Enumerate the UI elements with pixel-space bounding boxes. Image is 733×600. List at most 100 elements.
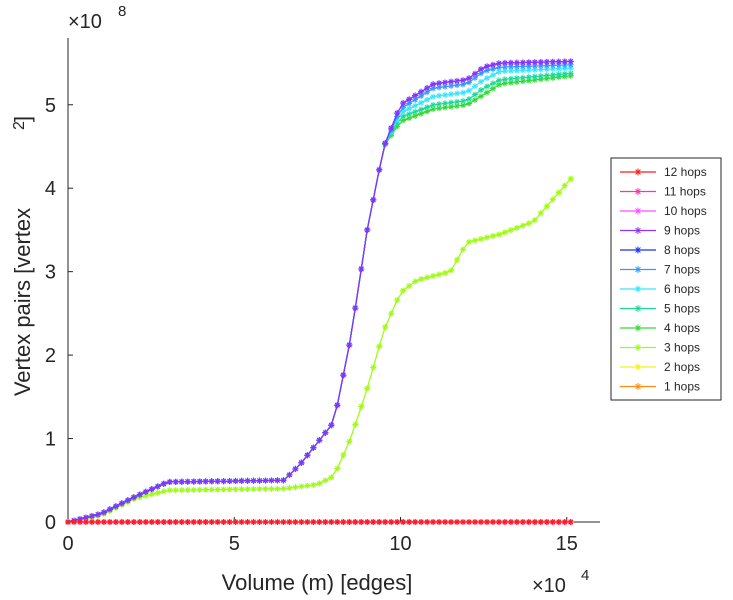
data-point	[220, 519, 227, 525]
data-point	[454, 90, 461, 97]
data-point	[244, 477, 251, 484]
data-point	[178, 478, 185, 485]
data-point	[100, 509, 107, 516]
data-point	[364, 226, 371, 233]
data-point	[418, 88, 425, 95]
data-point	[82, 519, 89, 525]
data-point	[106, 506, 113, 513]
series-line	[67, 75, 571, 523]
data-point	[148, 519, 155, 525]
data-point	[531, 217, 538, 224]
data-point	[412, 108, 419, 115]
data-point	[460, 98, 467, 105]
data-point	[567, 519, 574, 525]
data-point	[184, 478, 191, 485]
data-point	[238, 477, 245, 484]
data-point	[160, 519, 167, 525]
data-point	[166, 487, 173, 494]
data-point	[292, 519, 299, 525]
data-point	[418, 275, 425, 282]
data-point	[460, 519, 467, 525]
data-point	[555, 519, 562, 525]
data-point	[364, 385, 371, 392]
data-point	[549, 196, 556, 203]
legend-item: 12 hops	[620, 165, 707, 179]
data-point	[436, 80, 443, 87]
data-point	[430, 519, 437, 525]
y-axis-label: Vertex pairs [vertex 2 ]	[10, 116, 35, 396]
legend-item: 4 hops	[620, 321, 700, 335]
legend-label: 9 hops	[664, 224, 700, 238]
data-point	[202, 478, 209, 485]
data-point	[471, 96, 478, 103]
data-point	[340, 372, 347, 379]
data-point	[334, 402, 341, 409]
data-point	[412, 102, 419, 109]
data-point	[418, 106, 425, 113]
data-point	[244, 519, 251, 525]
series-9-hops	[65, 58, 574, 525]
data-point	[334, 519, 341, 525]
ticks: 0 5 10 15 0 1 2 3 4 5	[45, 95, 578, 555]
data-point	[394, 110, 401, 117]
series-layer	[65, 58, 574, 525]
legend-swatch-marker	[634, 266, 642, 273]
data-point	[501, 76, 508, 83]
data-point	[226, 478, 233, 485]
data-point	[382, 324, 389, 331]
series-3-hops	[65, 175, 574, 525]
legend-label: 2 hops	[664, 360, 700, 374]
data-point	[358, 519, 365, 525]
data-point	[495, 231, 502, 238]
data-point	[471, 91, 478, 98]
legend-box	[610, 157, 722, 401]
data-point	[543, 58, 550, 65]
data-point	[519, 519, 526, 525]
data-point	[501, 59, 508, 66]
data-point	[352, 305, 359, 312]
y-axis-label-close: ]	[10, 116, 35, 122]
data-point	[286, 484, 293, 491]
data-point	[262, 477, 269, 484]
data-point	[376, 343, 383, 350]
legend-item: 7 hops	[620, 263, 700, 277]
data-point	[394, 297, 401, 304]
data-point	[208, 486, 215, 493]
legend-swatch-marker	[634, 324, 642, 332]
data-point	[543, 72, 550, 79]
data-point	[507, 63, 514, 70]
data-point	[154, 519, 161, 525]
data-point	[250, 519, 257, 525]
data-point	[412, 92, 419, 99]
data-point	[328, 519, 335, 525]
data-point	[448, 519, 455, 525]
y-tick-label: 1	[45, 429, 56, 451]
data-point	[172, 478, 179, 485]
data-point	[106, 519, 113, 525]
data-point	[567, 175, 574, 182]
data-point	[519, 67, 526, 74]
data-point	[268, 477, 275, 484]
data-point	[489, 85, 496, 92]
data-point	[310, 481, 317, 488]
data-point	[483, 75, 490, 82]
data-point	[406, 283, 413, 290]
data-point	[567, 58, 574, 65]
series-6-hops	[65, 65, 574, 525]
data-point	[430, 102, 437, 109]
data-point	[424, 104, 431, 111]
data-point	[483, 67, 490, 74]
legend-swatch-marker	[634, 246, 642, 254]
data-point	[442, 79, 449, 86]
data-point	[531, 59, 538, 66]
data-point	[364, 519, 371, 525]
data-point	[448, 78, 455, 85]
data-point	[430, 272, 437, 279]
data-point	[442, 91, 449, 98]
data-point	[549, 58, 556, 65]
data-point	[495, 77, 502, 84]
data-point	[406, 105, 413, 112]
data-point	[477, 87, 484, 94]
data-point	[358, 403, 365, 410]
data-point	[88, 512, 95, 519]
